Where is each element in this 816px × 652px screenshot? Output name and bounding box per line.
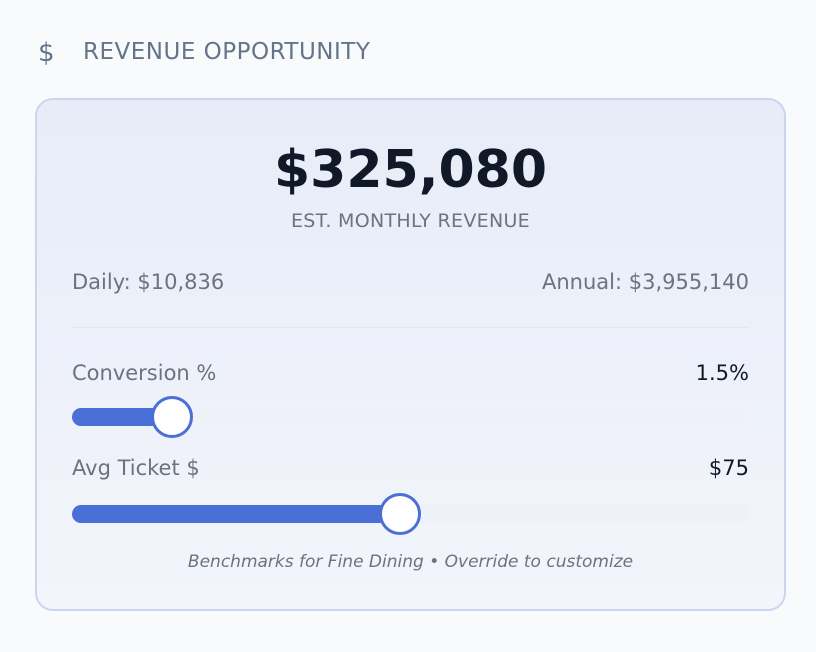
monthly-caption: EST. MONTHLY REVENUE (291, 210, 530, 232)
slider-fill (72, 408, 172, 426)
header-title: REVENUE OPPORTUNITY (83, 39, 371, 65)
slider-label: Conversion % (72, 361, 217, 385)
daily: Daily: $10,836 (72, 270, 225, 294)
header-icon: $ (38, 38, 55, 68)
totals-row: Daily: $10,836 Annual: $3,955,140 (72, 270, 749, 294)
slider-fill (72, 505, 400, 523)
revenue-card: $325,080 EST. MONTHLY REVENUE Daily: $10… (35, 98, 786, 611)
divider (72, 327, 749, 328)
slider-label: Avg Ticket $ (72, 456, 200, 480)
slider-row: Conversion % 1.5% (72, 361, 749, 385)
slider-value: $75 (708, 456, 749, 480)
slider-value: 1.5% (695, 361, 749, 385)
slider-track[interactable] (72, 493, 749, 535)
slider-thumb[interactable] (379, 493, 421, 535)
slider-thumb[interactable] (151, 396, 193, 438)
monthly-revenue: $325,080 (273, 140, 548, 200)
slider-track[interactable] (72, 396, 749, 438)
footnote: Benchmarks for Fine Dining • Override to… (187, 552, 634, 572)
slider-row: Avg Ticket $ $75 (72, 456, 749, 480)
annual: Annual: $3,955,140 (542, 270, 749, 294)
